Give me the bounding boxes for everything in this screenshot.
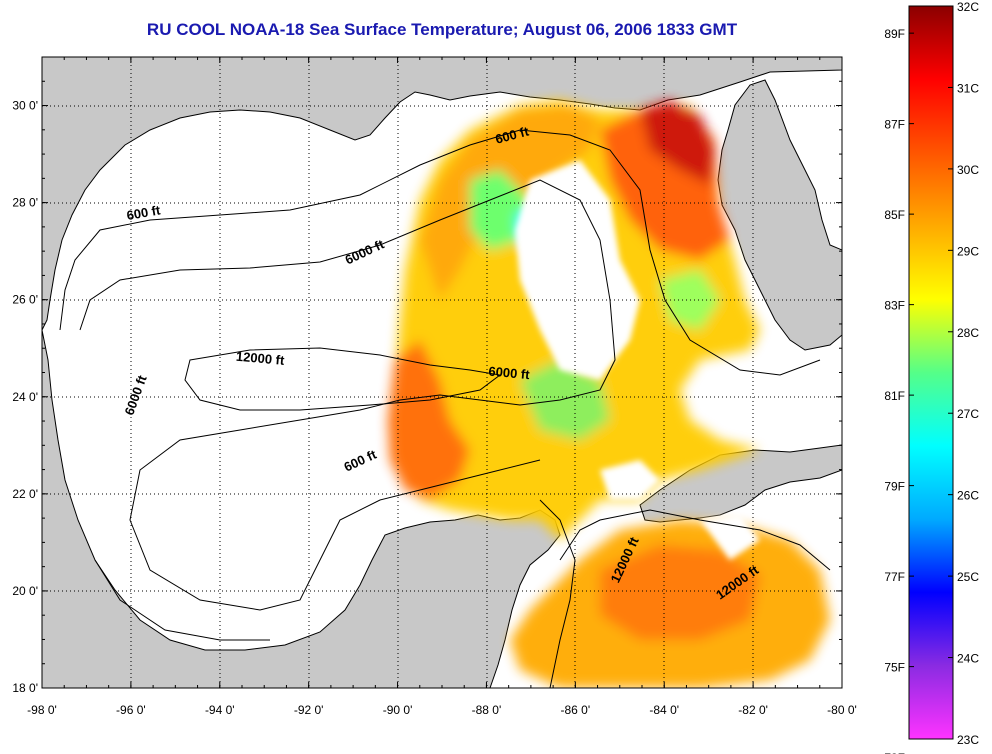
lon-tick-label: -94 0': [205, 703, 235, 717]
graticule: [42, 57, 842, 688]
contour-600ft: [59, 129, 821, 376]
lon-tick-label: -86 0': [561, 703, 591, 717]
lon-tick-label: -84 0': [649, 703, 679, 717]
lat-tick-label: 24 0': [12, 390, 38, 404]
contour-12000ft-caribbean: [559, 509, 831, 571]
lon-tick-label: -82 0': [738, 703, 768, 717]
lat-tick-label: 28 0': [12, 196, 38, 210]
contour-6000ft: [79, 179, 616, 611]
lat-tick-label: 30 0': [12, 99, 38, 113]
land-north-coast: [42, 57, 842, 331]
map-title: RU COOL NOAA-18 Sea Surface Temperature;…: [146, 20, 738, 39]
land-masses: [42, 57, 842, 688]
contour-label: 12000 ft: [235, 349, 285, 368]
lon-tick-label: -88 0': [472, 703, 502, 717]
lon-tick-label: -90 0': [383, 703, 413, 717]
bathymetry-contours: [59, 129, 831, 688]
lat-tick-label: 18 0': [12, 681, 38, 695]
lon-tick-label: -98 0': [27, 703, 57, 717]
lat-tick-label: 22 0': [12, 487, 38, 501]
contour-label: 600 ft: [125, 202, 162, 223]
contour-label: 6000 ft: [488, 364, 531, 383]
lat-tick-label: 26 0': [12, 293, 38, 307]
land-mexico: [42, 329, 561, 688]
lon-tick-label: -92 0': [294, 703, 324, 717]
lat-tick-label: 20 0': [12, 584, 38, 598]
lon-tick-label: -80 0': [827, 703, 857, 717]
lon-tick-label: -96 0': [116, 703, 146, 717]
sst-clouds: [515, 160, 760, 560]
contour-12000ft: [184, 347, 502, 411]
land-us-gulf-coast: [42, 57, 842, 440]
